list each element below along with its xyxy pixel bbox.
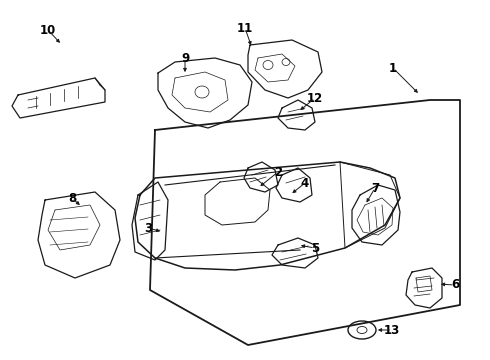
Text: 6: 6	[451, 279, 459, 292]
Text: 13: 13	[384, 324, 400, 337]
Text: 8: 8	[68, 192, 76, 204]
Text: 2: 2	[274, 166, 282, 179]
Text: 7: 7	[371, 181, 379, 194]
Text: 11: 11	[237, 22, 253, 35]
Text: 5: 5	[311, 242, 319, 255]
Text: 12: 12	[307, 91, 323, 104]
Text: 3: 3	[144, 221, 152, 234]
Text: 9: 9	[181, 51, 189, 64]
Text: 4: 4	[301, 176, 309, 189]
Text: 1: 1	[389, 62, 397, 75]
Text: 10: 10	[40, 23, 56, 36]
